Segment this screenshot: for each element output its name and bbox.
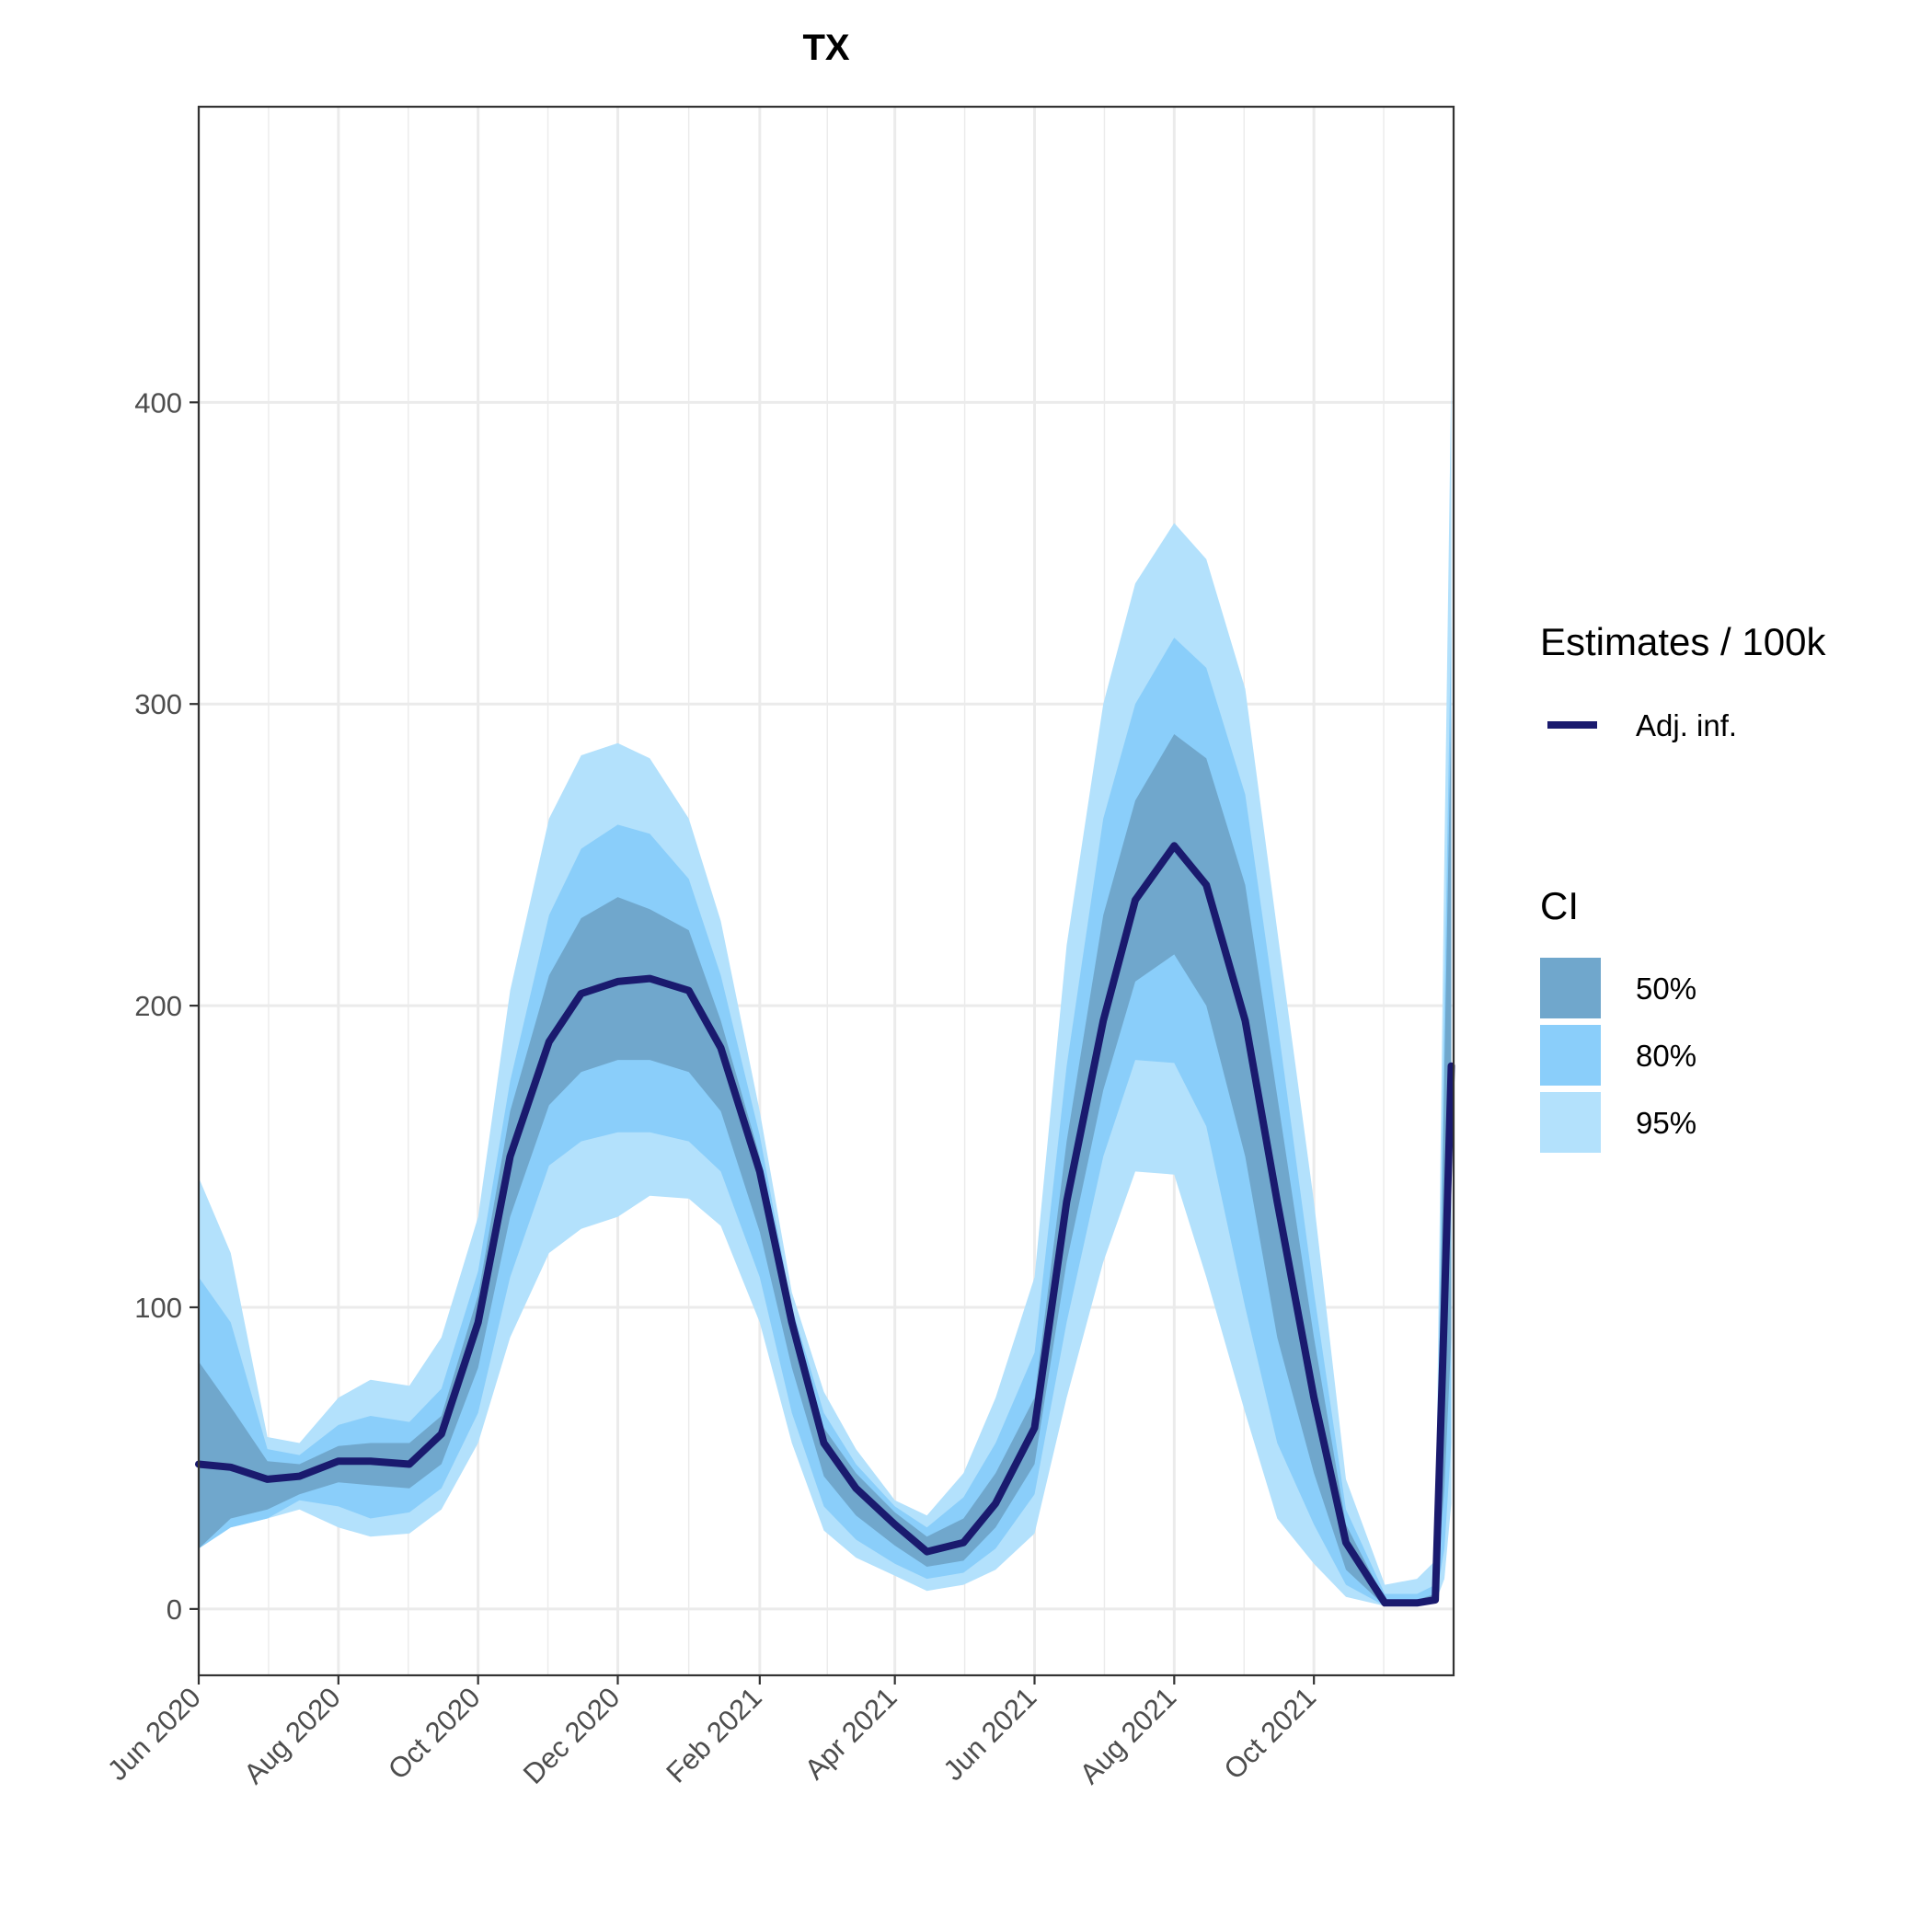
legend-label-80pct: 80% <box>1636 1039 1696 1073</box>
legend-label-50pct: 50% <box>1636 972 1696 1006</box>
y-tick-label: 100 <box>134 1292 182 1324</box>
x-tick-label: Apr 2021 <box>799 1681 903 1786</box>
x-tick-label: Dec 2020 <box>517 1681 627 1790</box>
y-tick-label: 200 <box>134 990 182 1022</box>
legend-label-adj-inf: Adj. inf. <box>1636 708 1737 742</box>
y-tick-label: 300 <box>134 688 182 720</box>
legend-title-ci: CI <box>1540 884 1579 927</box>
ci-band-95pct <box>199 372 1452 1606</box>
legend-title-estimates: Estimates / 100k <box>1540 620 1826 663</box>
x-tick-label: Jun 2020 <box>101 1681 207 1787</box>
estimate-lines <box>195 842 1455 1607</box>
legend-label-95pct: 95% <box>1636 1106 1696 1140</box>
y-tick-label: 400 <box>134 386 182 419</box>
adj-inf-line <box>195 842 1455 1607</box>
x-tick-label: Feb 2021 <box>660 1681 767 1788</box>
y-axis: 0 100 200 300 400 <box>134 386 199 1626</box>
plot-panel-border <box>197 105 1455 1677</box>
legend-key-80pct <box>1540 1025 1601 1086</box>
x-tick-label: Oct 2020 <box>382 1681 487 1786</box>
confidence-bands <box>199 372 1452 1606</box>
y-tick-label: 0 <box>167 1593 182 1626</box>
x-tick-label: Oct 2021 <box>1217 1681 1322 1786</box>
legend-key-95pct <box>1540 1092 1601 1153</box>
x-tick-label: Jun 2021 <box>937 1681 1043 1787</box>
ci-band-50pct <box>199 704 1452 1606</box>
chart-title: TX <box>802 28 849 68</box>
x-axis: Jun 2020 Aug 2020 Oct 2020 Dec 2020 Feb 2021… <box>101 1675 1322 1790</box>
legend-key-50pct <box>1540 958 1601 1018</box>
legend: Estimates / 100k Adj. inf. CI 50% 80% 95% <box>1540 620 1826 1153</box>
x-tick-label: Aug 2021 <box>1074 1681 1183 1790</box>
x-tick-label: Aug 2020 <box>237 1681 347 1790</box>
